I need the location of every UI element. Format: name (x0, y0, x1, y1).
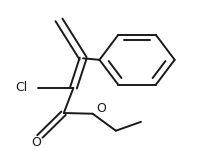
Text: Cl: Cl (15, 81, 27, 94)
Text: O: O (31, 136, 41, 149)
Text: O: O (97, 102, 106, 115)
